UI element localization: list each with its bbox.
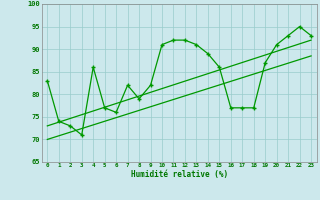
X-axis label: Humidité relative (%): Humidité relative (%)	[131, 170, 228, 179]
